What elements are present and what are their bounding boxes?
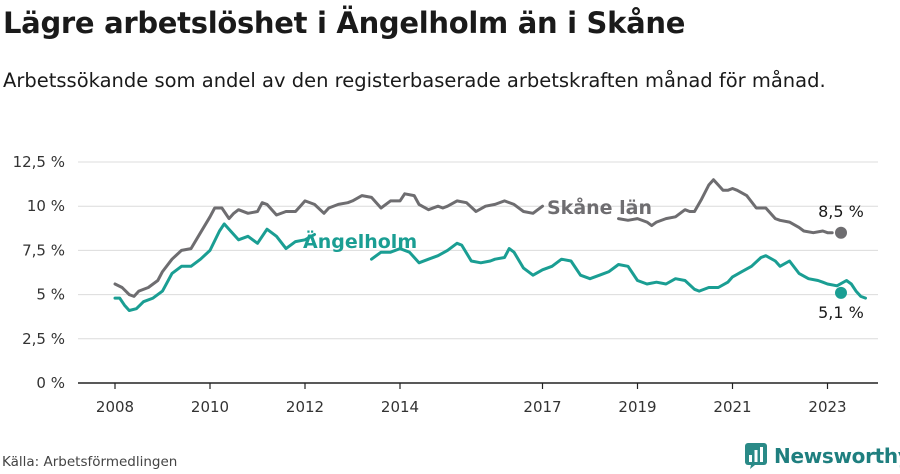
y-tick-label: 0 %	[36, 374, 65, 392]
y-tick-label: 2,5 %	[22, 330, 65, 348]
x-tick-label: 2017	[523, 398, 561, 416]
x-tick-label: 2019	[618, 398, 656, 416]
brand-logo[interactable]: Newsworthy	[745, 443, 900, 469]
source-note: Källa: Arbetsförmedlingen	[2, 454, 178, 470]
end-value-label-angelholm: 5,1 %	[818, 303, 864, 322]
series-line-angelholm	[113, 222, 316, 312]
x-axis: 2008 2010 2012 2014 2017 2019 2021 2023	[78, 382, 878, 416]
newsworthy-logo-icon	[745, 443, 767, 469]
y-tick-label: 12,5 %	[13, 153, 65, 171]
series-label-angelholm: Ängelholm	[303, 229, 417, 253]
gridlines	[78, 161, 878, 340]
y-tick-label: 7,5 %	[22, 241, 65, 259]
chart-title: Lägre arbetslöshet i Ängelholm än i Skån…	[3, 6, 686, 40]
x-tick-label: 2010	[191, 398, 229, 416]
y-axis-ticks: 0 % 2,5 % 5 % 7,5 % 10 % 12,5 %	[13, 153, 65, 392]
x-tick-label: 2014	[381, 398, 419, 416]
end-point-marker	[835, 286, 847, 299]
y-tick-label: 10 %	[27, 197, 65, 215]
series-lines	[113, 178, 867, 312]
series-labels: Skåne län Ängelholm 8,5 % 5,1 %	[303, 195, 864, 322]
series-line-skane	[617, 178, 834, 235]
series-line-angelholm	[370, 241, 867, 300]
x-tick-label: 2008	[96, 398, 134, 416]
x-tick-label: 2023	[808, 398, 846, 416]
brand-name: Newsworthy	[774, 444, 900, 468]
x-tick-label: 2012	[286, 398, 324, 416]
end-point-marker	[835, 226, 847, 239]
x-tick-label: 2021	[713, 398, 751, 416]
y-tick-label: 5 %	[36, 286, 65, 304]
series-label-skane: Skåne län	[547, 195, 652, 219]
series-line-skane	[113, 192, 544, 298]
end-value-label-skane: 8,5 %	[818, 202, 864, 221]
chart-subtitle: Arbetssökande som andel av den registerb…	[3, 69, 826, 92]
